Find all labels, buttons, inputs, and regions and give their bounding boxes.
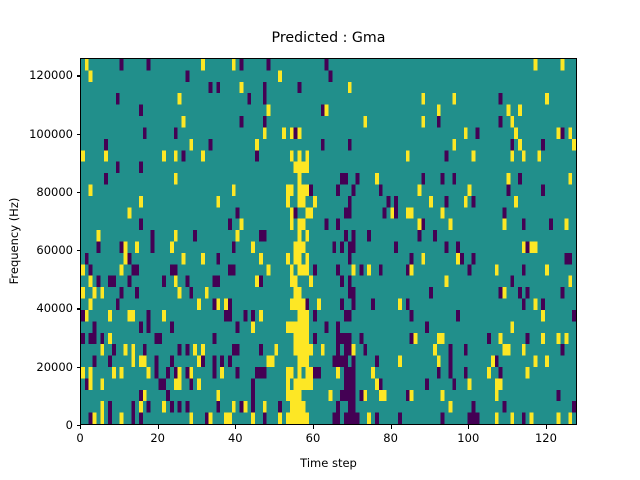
y-tick-mark (76, 308, 80, 310)
x-tick-mark (468, 425, 470, 429)
x-tick-mark (390, 425, 392, 429)
x-tick-label: 60 (305, 431, 321, 445)
y-tick-mark (76, 191, 80, 194)
y-tick-label: 100000 (29, 126, 73, 141)
x-tick-label: 40 (227, 431, 243, 445)
y-tick-mark (76, 250, 80, 252)
spectrogram-heatmap (81, 59, 576, 424)
y-tick-label: 60000 (36, 243, 73, 258)
heatmap-plot-area (80, 58, 577, 425)
x-tick-label: 100 (457, 431, 480, 445)
x-tick-label: 120 (534, 431, 557, 445)
x-tick-mark (312, 425, 315, 429)
y-tick-mark (76, 366, 80, 368)
x-tick-label: 0 (76, 431, 84, 445)
y-tick-mark (76, 75, 80, 77)
x-axis-label: Time step (300, 456, 357, 470)
y-tick-label: 40000 (36, 301, 73, 316)
y-tick-label: 80000 (36, 184, 73, 199)
y-tick-mark (76, 133, 80, 135)
page-title: Predicted : Gma (271, 30, 386, 46)
y-tick-label: 120000 (29, 68, 73, 83)
x-tick-mark (80, 425, 82, 429)
y-tick-label: 20000 (36, 359, 73, 374)
x-tick-label: 20 (150, 431, 165, 445)
y-tick-mark (76, 425, 80, 427)
x-tick-mark (545, 425, 548, 429)
y-axis-label: Frequency (Hz) (7, 197, 21, 285)
x-tick-mark (235, 425, 237, 429)
x-tick-mark (157, 425, 159, 429)
y-tick-label: 0 (65, 418, 73, 432)
x-tick-label: 80 (383, 431, 398, 445)
